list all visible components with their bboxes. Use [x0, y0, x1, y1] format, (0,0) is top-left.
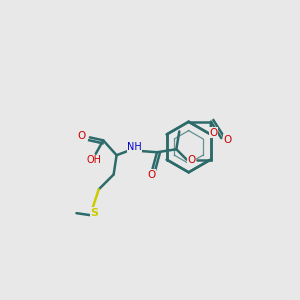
Text: OH: OH [87, 155, 102, 165]
Text: NH: NH [127, 142, 142, 152]
Text: O: O [210, 128, 218, 137]
Text: S: S [90, 208, 98, 218]
Text: O: O [224, 135, 232, 145]
Text: O: O [78, 131, 86, 141]
Text: O: O [188, 155, 196, 165]
Text: O: O [147, 169, 155, 179]
